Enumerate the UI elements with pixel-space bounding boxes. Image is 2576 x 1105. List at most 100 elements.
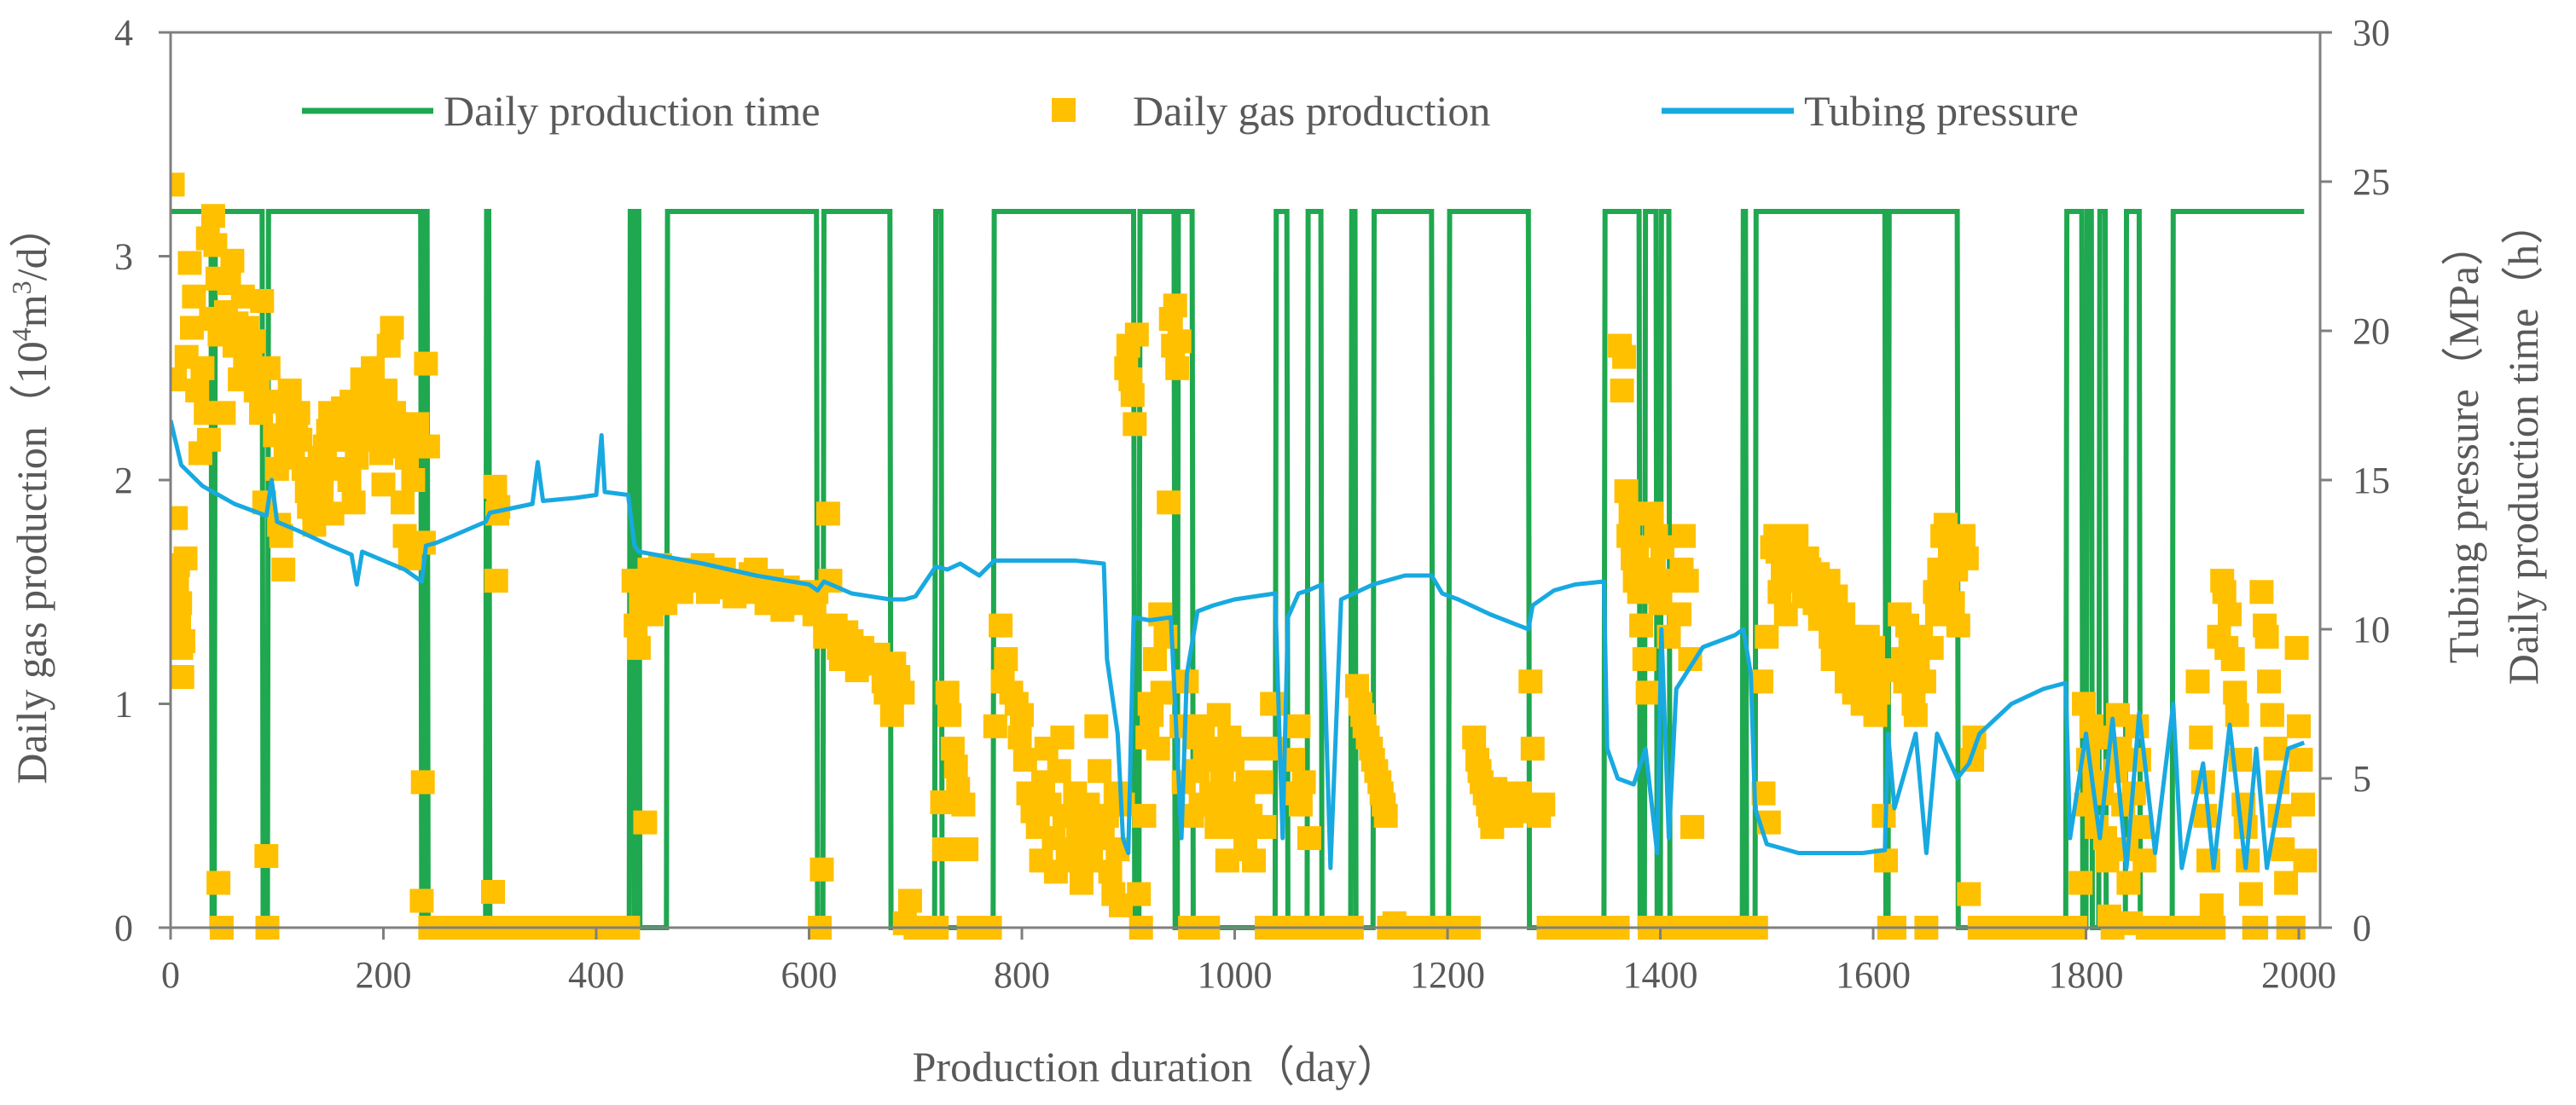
gas-production-point	[484, 569, 508, 593]
gas-production-point	[1165, 356, 1190, 380]
gas-production-point	[171, 367, 187, 391]
gas-production-point	[2287, 714, 2311, 738]
gas-production-point	[310, 479, 334, 504]
gas-production-point	[1912, 669, 1936, 694]
gas-production-point	[2220, 647, 2245, 671]
gas-production-point	[1167, 329, 1192, 354]
gas-production-point	[2233, 814, 2258, 839]
legend-swatch-daily-gas-production	[1052, 98, 1076, 122]
gas-production-point	[1674, 569, 1699, 593]
x-tick-label: 400	[568, 954, 624, 996]
gas-production-point	[1291, 770, 1316, 795]
gas-production-point	[1127, 882, 1152, 906]
gas-production-point	[2185, 669, 2210, 694]
gas-production-point	[1680, 814, 1704, 839]
y-right-axis-title-tubing-pressure: Tubing pressure（MPa）	[2440, 223, 2487, 663]
gas-production-point	[2284, 635, 2309, 660]
y-left-tick-label: 1	[114, 684, 133, 726]
y-left-axis-title: Daily gas production（104m3/d）	[6, 205, 55, 784]
gas-production-point	[1629, 613, 1654, 638]
gas-production-point	[2249, 580, 2274, 605]
gas-production-point	[1098, 859, 1123, 884]
gas-production-point	[1632, 647, 1656, 671]
gas-production-point	[2263, 737, 2288, 761]
gas-production-point	[1784, 524, 1809, 548]
gas-production-point	[1150, 680, 1175, 705]
series-layer	[171, 172, 2318, 940]
gas-production-point	[2254, 624, 2279, 649]
y-right-axis-title-production-time: Daily production time（h）	[2499, 202, 2547, 686]
y-right-tick-label: 5	[2353, 758, 2371, 800]
gas-production-point	[391, 490, 415, 515]
gas-production-point	[1863, 703, 1888, 727]
gas-production-point	[2086, 725, 2111, 749]
gas-production-point	[220, 248, 245, 273]
x-tick-label: 1600	[1836, 954, 1911, 996]
x-tick-label: 600	[781, 954, 838, 996]
gas-production-point	[1520, 737, 1545, 761]
x-tick-label: 1800	[2049, 954, 2124, 996]
gas-production-point	[341, 490, 366, 515]
y-right-tick-label: 25	[2353, 161, 2390, 203]
gas-production-point	[2223, 680, 2248, 705]
gas-production-point	[2132, 848, 2157, 873]
gas-production-point	[994, 647, 1018, 671]
y-left-tick-label: 4	[114, 12, 133, 54]
y-left-title-part-end: /d）	[8, 205, 55, 281]
gas-production-point	[2274, 871, 2299, 895]
gas-production-point	[1919, 635, 1944, 660]
gas-production-point	[190, 356, 215, 380]
gas-production-point	[943, 755, 968, 778]
gas-production-point	[1861, 635, 1885, 660]
y-right-tick-label: 10	[2353, 609, 2390, 651]
gas-production-point	[1957, 882, 1981, 906]
gas-production-point	[405, 412, 430, 437]
gas-production-point	[2193, 803, 2218, 828]
y-left-tick-label: 3	[114, 236, 133, 278]
gas-production-point	[2271, 837, 2295, 862]
gas-production-point	[1870, 658, 1894, 683]
y-right-tick-label: 20	[2353, 310, 2390, 352]
gas-production-point	[2291, 792, 2315, 817]
y-left-title-sup-3: 3	[6, 281, 37, 294]
y-left-title-part-1: Daily gas production（10	[8, 341, 55, 784]
gas-production-point	[989, 613, 1013, 638]
gas-production-point	[1831, 602, 1856, 627]
gas-production-point	[1047, 759, 1071, 784]
gas-production-point	[1518, 669, 1543, 694]
gas-production-point	[196, 427, 221, 452]
gas-production-point	[2218, 602, 2242, 627]
gas-production-point	[250, 289, 275, 313]
gas-production-point	[337, 468, 362, 492]
y-left-tick-label: 0	[114, 907, 133, 949]
gas-production-point	[1069, 871, 1094, 895]
gas-production-point	[374, 379, 397, 402]
gas-production-point	[1163, 293, 1187, 318]
gas-production-point	[809, 857, 834, 882]
y-left-tick-label: 2	[114, 460, 133, 501]
y-right-tick-label: 0	[2353, 907, 2371, 949]
gas-production-point	[935, 680, 960, 705]
gas-production-point	[1124, 322, 1149, 347]
gas-production-point	[983, 714, 1007, 738]
gas-production-point	[177, 251, 202, 275]
gas-production-point	[816, 501, 840, 526]
gas-production-point	[1755, 624, 1779, 649]
gas-production-point	[2238, 882, 2263, 906]
gas-production-point	[401, 468, 426, 492]
gas-production-point	[171, 506, 189, 530]
gas-production-point	[171, 172, 185, 197]
gas-production-point	[185, 379, 210, 402]
gas-production-point	[171, 665, 194, 689]
gas-production-point	[409, 888, 434, 913]
gas-production-point	[1903, 703, 1928, 727]
gas-production-point	[1618, 501, 1643, 526]
gas-production-point	[1140, 703, 1164, 727]
gas-production-point	[361, 356, 385, 380]
gas-production-point	[2289, 748, 2313, 772]
gas-production-point	[171, 591, 193, 616]
gas-production-point	[1143, 647, 1167, 671]
gas-production-point	[1952, 524, 1976, 548]
gas-production-point	[212, 401, 236, 425]
series-line-tubing-pressure	[171, 419, 2306, 871]
